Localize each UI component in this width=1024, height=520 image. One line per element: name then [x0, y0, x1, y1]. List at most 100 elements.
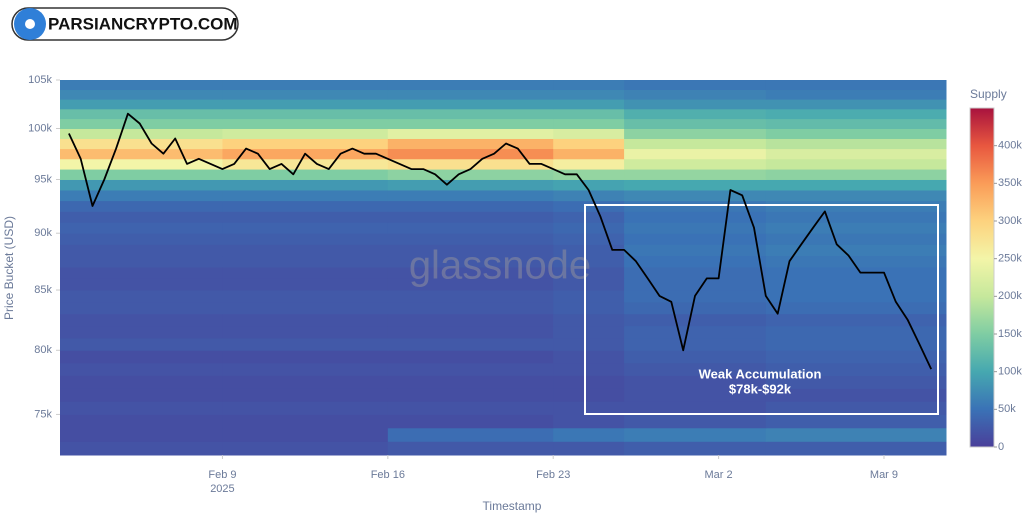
heatmap-cell [624, 128, 767, 139]
price-line [68, 112, 933, 370]
heatmap-cell [60, 233, 223, 245]
heatmap-cell [765, 169, 947, 180]
heatmap-cell [624, 118, 767, 129]
heatmap-cell [387, 118, 554, 129]
annotation: $78k-$92k [729, 381, 792, 396]
colorbar-tick-label: 300k [998, 215, 1022, 227]
heatmap-cell [765, 362, 947, 376]
heatmap-cell [765, 401, 947, 415]
heatmap-cell [387, 80, 554, 91]
heatmap-cell [60, 313, 223, 327]
heatmap-cell [60, 427, 223, 442]
heatmap-cell [765, 441, 947, 456]
heatmap-cell [765, 414, 947, 429]
heatmap-cell [60, 80, 223, 91]
y-tick-label: 100k [28, 122, 52, 134]
heatmap-cell [553, 138, 625, 150]
x-tick-label: Feb 9 [208, 469, 236, 481]
heatmap-cell [553, 388, 625, 402]
heatmap-cell [765, 255, 947, 268]
heatmap-cell [222, 89, 389, 100]
watermark: glassnode [409, 244, 591, 288]
heatmap-cell [387, 313, 554, 327]
heatmap-cell [765, 211, 947, 223]
heatmap-cell [765, 301, 947, 315]
y-axis-title: Price Bucket (USD) [2, 216, 16, 320]
heatmap-cell [222, 244, 389, 257]
heatmap-cell [765, 89, 947, 100]
heatmap-cell [624, 158, 767, 170]
heatmap-cell [624, 200, 767, 212]
heatmap-cell [60, 266, 223, 279]
logo: PARSIANCRYPTO.COM [11, 7, 239, 41]
heatmap-cell [222, 200, 389, 212]
heatmap-cell [624, 89, 767, 100]
heatmap-cell [387, 301, 554, 315]
heatmap-cell [553, 189, 625, 202]
heatmap-cell [387, 350, 554, 364]
heatmap-cell [222, 211, 389, 223]
heatmap-cell [222, 158, 389, 170]
heatmap-cell [765, 325, 947, 339]
heatmap-cell [60, 200, 223, 212]
heatmap-cell [624, 255, 767, 268]
heatmap-cell [60, 189, 223, 202]
heatmap-cell [553, 401, 625, 415]
heatmap-cell [222, 325, 389, 339]
heatmap-cell [60, 108, 223, 120]
colorbar-tick-label: 100k [998, 366, 1022, 378]
heatmap-cell [553, 89, 625, 100]
heatmap-cell [553, 290, 625, 303]
heatmap-cell [387, 388, 554, 402]
heatmap-cell [624, 337, 767, 351]
heatmap-cell [222, 401, 389, 415]
y-tick-label: 75k [34, 408, 52, 420]
heatmap-cell [553, 301, 625, 315]
y-tick-label: 90k [34, 227, 52, 239]
heatmap-cell [60, 401, 223, 415]
heatmap-cell [222, 414, 389, 429]
heatmap-cell [387, 233, 554, 245]
heatmap-cell [553, 255, 625, 268]
heatmap-cell [222, 108, 389, 120]
heatmap [60, 80, 947, 456]
heatmap-cell [222, 388, 389, 402]
heatmap-cell [60, 118, 223, 129]
heatmap-cell [624, 325, 767, 339]
heatmap-cell [765, 313, 947, 327]
heatmap-cell [765, 179, 947, 191]
heatmap-cell [222, 128, 389, 139]
heatmap-cell [60, 179, 223, 191]
heatmap-cell [765, 99, 947, 110]
brand: PARSIANCRYPTO.COM [48, 14, 238, 33]
heatmap-cell [222, 427, 389, 442]
heatmap-cell [222, 179, 389, 191]
y-tick-label: 105k [28, 74, 52, 86]
colorbar-tick-label: 0 [998, 441, 1004, 453]
heatmap-cell [624, 179, 767, 191]
heatmap-cell [60, 89, 223, 100]
heatmap-cell [624, 189, 767, 202]
heatmap-cell [624, 362, 767, 376]
heatmap-cell [387, 99, 554, 110]
heatmap-cell [222, 255, 389, 268]
heatmap-cell [765, 266, 947, 279]
heatmap-cell [387, 427, 554, 442]
colorbar-tick-label: 50k [998, 403, 1016, 415]
heatmap-cell [387, 200, 554, 212]
x-axis-title: Timestamp [483, 499, 542, 513]
colorbar-tick-label: 150k [998, 328, 1022, 340]
heatmap-cell [60, 278, 223, 291]
heatmap-cell [60, 158, 223, 170]
heatmap-cell [387, 211, 554, 223]
heatmap-cell [60, 211, 223, 223]
heatmap-cell [387, 158, 554, 170]
x-tick-label: Feb 23 [536, 469, 570, 481]
heatmap-cell [60, 128, 223, 139]
heatmap-cell [222, 222, 389, 234]
heatmap-cell [553, 441, 625, 456]
heatmap-cell [624, 233, 767, 245]
heatmap-cell [60, 388, 223, 402]
heatmap-cell [624, 375, 767, 389]
y-tick-label: 85k [34, 284, 52, 296]
